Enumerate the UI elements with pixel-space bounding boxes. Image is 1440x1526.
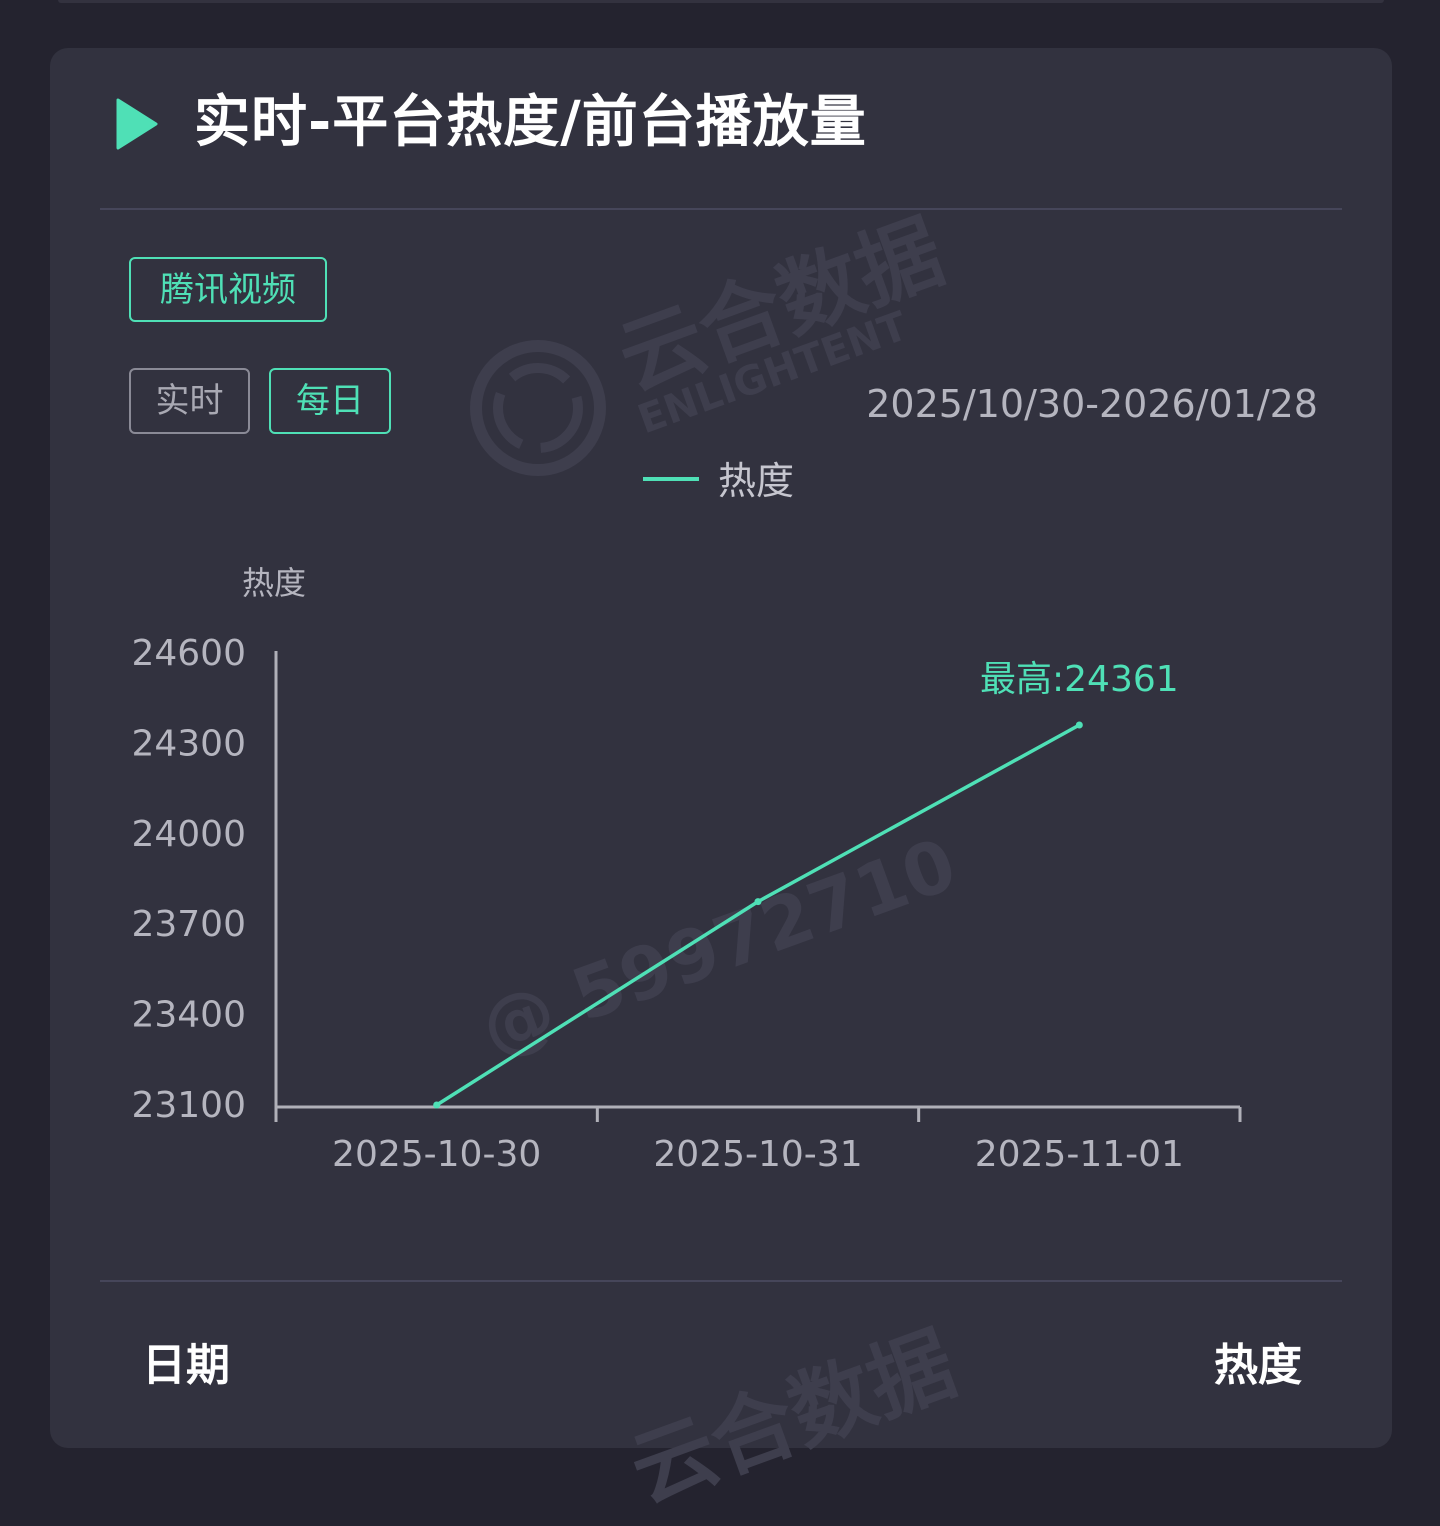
y-tick-label: 23700 xyxy=(131,904,246,945)
header-divider xyxy=(100,208,1342,210)
platform-tag[interactable]: 腾讯视频 xyxy=(129,257,327,322)
max-value-label: 最高:24361 xyxy=(980,659,1179,700)
table-header-date: 日期 xyxy=(142,1340,230,1391)
y-axis-label: 热度 xyxy=(242,564,306,602)
data-point xyxy=(754,898,762,906)
card-title: 实时-平台热度/前台播放量 xyxy=(194,90,867,155)
data-point xyxy=(1075,721,1083,729)
table-header-heat: 热度 xyxy=(1214,1340,1302,1391)
play-icon xyxy=(116,98,158,150)
top-strip xyxy=(58,0,1384,3)
series-line-heat xyxy=(434,723,1082,1107)
x-tick-label: 2025-10-31 xyxy=(653,1134,862,1175)
heat-card: 实时-平台热度/前台播放量 腾讯视频 实时 每日 2025/10/30-2026… xyxy=(50,48,1392,1448)
tab-daily[interactable]: 每日 xyxy=(269,368,391,434)
x-tick-label: 2025-11-01 xyxy=(975,1134,1184,1175)
chart-legend[interactable]: 热度 xyxy=(643,459,794,503)
y-tick-label: 23400 xyxy=(131,995,246,1036)
date-range[interactable]: 2025/10/30-2026/01/28 xyxy=(866,382,1318,426)
tab-realtime[interactable]: 实时 xyxy=(129,368,250,434)
y-tick-label: 24300 xyxy=(131,723,246,764)
data-point xyxy=(433,1101,441,1109)
legend-label: 热度 xyxy=(718,459,794,503)
y-tick-label: 24000 xyxy=(131,814,246,855)
x-tick-label: 2025-10-30 xyxy=(332,1134,541,1175)
y-tick-label: 24600 xyxy=(131,633,246,674)
heat-line-chart: 热度 热度 24600 24300 24000 23700 23400 23100 202… xyxy=(131,459,1242,1175)
table-divider xyxy=(100,1280,1342,1282)
y-tick-label: 23100 xyxy=(131,1085,246,1126)
